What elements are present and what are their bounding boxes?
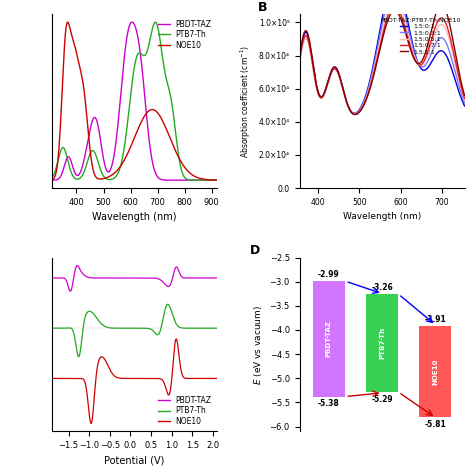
Text: D: D (250, 244, 260, 257)
Text: -5.29: -5.29 (371, 395, 393, 404)
Text: -5.81: -5.81 (424, 420, 446, 429)
Text: NOE10: NOE10 (432, 358, 438, 385)
Text: -2.99: -2.99 (318, 270, 340, 279)
X-axis label: Wavelength (nm): Wavelength (nm) (343, 212, 421, 221)
Bar (419, 326, 451, 417)
Bar (366, 294, 398, 392)
Y-axis label: $E$ (eV vs vacuum): $E$ (eV vs vacuum) (252, 304, 264, 384)
Text: PTB7-Th: PTB7-Th (379, 327, 385, 359)
Text: -5.38: -5.38 (318, 400, 340, 409)
Legend: 1.5:0:1, 1.5:0.3:1, 1.5:0.5:1, 1.5:0.7:1, 1.5:1:1: 1.5:0:1, 1.5:0.3:1, 1.5:0.5:1, 1.5:0.7:1… (380, 18, 461, 55)
X-axis label: Wavelength (nm): Wavelength (nm) (92, 212, 177, 222)
Text: -3.26: -3.26 (371, 283, 393, 292)
Bar (313, 281, 345, 397)
Text: B: B (258, 1, 268, 14)
Y-axis label: Absorption coefficient (cm$^{-1}$): Absorption coefficient (cm$^{-1}$) (239, 45, 253, 158)
Legend: PBDT-TAZ, PTB7-Th, NOE10: PBDT-TAZ, PTB7-Th, NOE10 (156, 394, 213, 428)
Text: -3.91: -3.91 (424, 315, 446, 324)
Legend: PBDT-TAZ, PTB7-Th, NOE10: PBDT-TAZ, PTB7-Th, NOE10 (156, 18, 213, 51)
Text: PBDT-TAZ: PBDT-TAZ (326, 320, 332, 357)
X-axis label: Potential (V): Potential (V) (104, 456, 165, 465)
